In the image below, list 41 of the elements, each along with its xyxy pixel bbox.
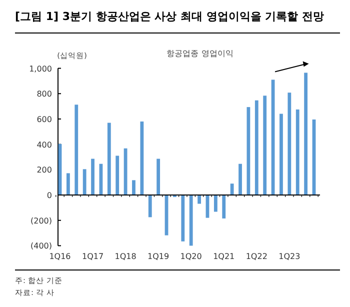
bar <box>189 195 193 246</box>
bar <box>296 109 300 196</box>
y-tick-label: 1,000 <box>29 64 52 74</box>
chart-title: [그림 1] 3분기 항공산업은 사상 최대 영업이익을 기록할 전망 <box>15 10 324 23</box>
x-tick-label: 1Q23 <box>278 252 300 261</box>
bar <box>288 92 292 196</box>
bar <box>66 173 70 196</box>
y-tick-label: 800 <box>36 90 52 99</box>
x-tick-label: 1Q16 <box>49 252 71 261</box>
x-tick-label: 1Q19 <box>148 252 170 261</box>
bar <box>198 195 201 204</box>
x-tick-label: 1Q17 <box>82 252 104 261</box>
x-tick-label: 1Q20 <box>180 252 202 261</box>
y-tick-label: 0 <box>46 191 52 200</box>
bar <box>148 195 152 218</box>
bar <box>238 164 242 196</box>
bar <box>74 104 78 196</box>
y-tick-label: (400) <box>30 242 52 251</box>
y-tick-label: (200) <box>30 216 52 226</box>
bar <box>140 122 144 196</box>
bar <box>304 72 308 196</box>
bar <box>91 158 94 196</box>
bar <box>254 100 258 196</box>
bar <box>156 158 160 196</box>
x-tick-label: 1Q18 <box>114 252 136 261</box>
bar <box>107 122 111 196</box>
bar <box>181 195 185 242</box>
bar <box>280 114 283 196</box>
bar <box>116 156 120 196</box>
x-tick-label: 1Q22 <box>246 252 268 261</box>
bar <box>82 169 86 196</box>
y-tick-label: 200 <box>36 166 52 175</box>
bar <box>230 184 234 196</box>
y-tick-label: 600 <box>36 114 52 124</box>
y-tick-label: 400 <box>36 140 52 150</box>
bar <box>214 195 218 212</box>
chart-subtitle: 항공업종 영업이익 <box>166 49 234 58</box>
bar <box>263 96 267 196</box>
bar <box>222 195 226 218</box>
bar <box>132 180 136 196</box>
x-tick-label: 1Q21 <box>213 252 235 261</box>
